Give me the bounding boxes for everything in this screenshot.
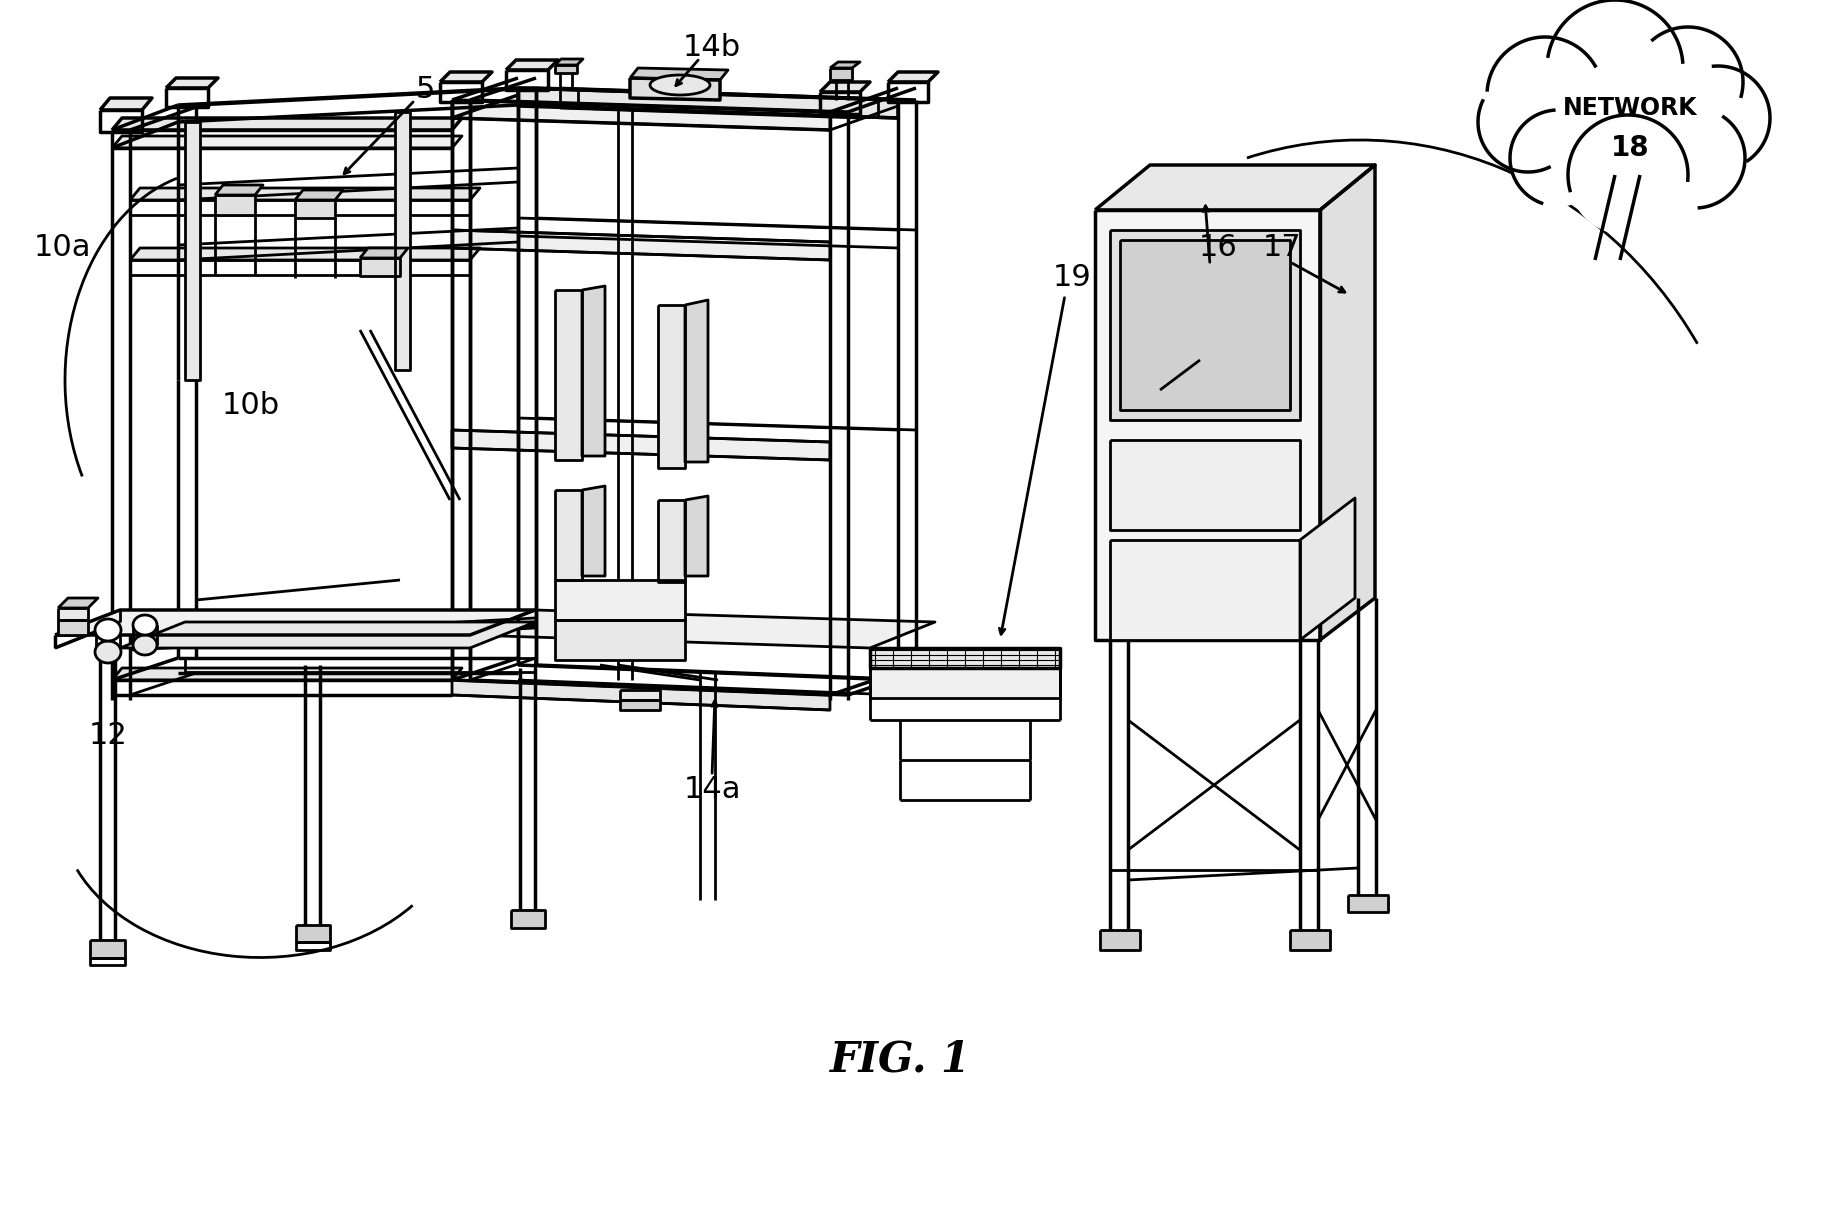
- Polygon shape: [453, 101, 831, 130]
- Polygon shape: [555, 490, 582, 580]
- Polygon shape: [621, 700, 659, 710]
- Polygon shape: [582, 286, 604, 457]
- Text: 16: 16: [1198, 234, 1238, 263]
- Polygon shape: [1110, 540, 1300, 639]
- Polygon shape: [58, 598, 99, 608]
- Text: 12: 12: [89, 721, 128, 750]
- Polygon shape: [394, 111, 411, 371]
- Circle shape: [1645, 108, 1746, 208]
- Circle shape: [1545, 35, 1715, 205]
- Polygon shape: [130, 248, 480, 260]
- Polygon shape: [630, 78, 719, 101]
- Polygon shape: [111, 136, 462, 148]
- Polygon shape: [296, 925, 331, 942]
- Ellipse shape: [95, 619, 121, 641]
- Polygon shape: [582, 486, 604, 576]
- Polygon shape: [555, 59, 582, 65]
- Circle shape: [1665, 67, 1769, 170]
- Polygon shape: [555, 289, 582, 460]
- Polygon shape: [685, 300, 708, 463]
- Polygon shape: [1119, 240, 1289, 411]
- Text: 10b: 10b: [223, 390, 279, 419]
- Polygon shape: [820, 82, 869, 92]
- Polygon shape: [121, 622, 535, 648]
- Polygon shape: [1320, 165, 1375, 639]
- Polygon shape: [58, 620, 88, 635]
- Polygon shape: [469, 610, 935, 648]
- Polygon shape: [296, 200, 334, 218]
- Text: 17: 17: [1262, 234, 1302, 263]
- Polygon shape: [887, 71, 939, 82]
- Polygon shape: [58, 608, 88, 620]
- Polygon shape: [1289, 930, 1329, 949]
- Polygon shape: [657, 305, 685, 467]
- Text: FIG. 1: FIG. 1: [829, 1039, 970, 1081]
- Circle shape: [1486, 38, 1603, 153]
- Polygon shape: [831, 68, 853, 80]
- Polygon shape: [360, 258, 400, 276]
- Circle shape: [1569, 115, 1687, 235]
- Circle shape: [1632, 27, 1744, 137]
- Polygon shape: [166, 78, 217, 88]
- Polygon shape: [519, 88, 898, 117]
- Text: 14b: 14b: [683, 34, 741, 63]
- Polygon shape: [440, 71, 491, 82]
- Polygon shape: [89, 940, 124, 958]
- Polygon shape: [685, 497, 708, 576]
- Ellipse shape: [95, 641, 121, 662]
- Ellipse shape: [133, 615, 157, 635]
- Polygon shape: [1099, 930, 1139, 949]
- Polygon shape: [657, 500, 685, 582]
- Polygon shape: [869, 648, 1061, 668]
- Polygon shape: [1300, 498, 1355, 639]
- Text: 10a: 10a: [33, 234, 91, 263]
- Ellipse shape: [650, 75, 710, 94]
- Polygon shape: [630, 68, 729, 80]
- Polygon shape: [184, 122, 201, 380]
- Polygon shape: [130, 188, 480, 200]
- Polygon shape: [100, 98, 152, 110]
- Polygon shape: [1110, 230, 1300, 420]
- Ellipse shape: [133, 635, 157, 655]
- Text: 5: 5: [415, 75, 435, 104]
- Polygon shape: [511, 909, 544, 928]
- Polygon shape: [831, 62, 860, 68]
- Polygon shape: [1096, 210, 1320, 639]
- Text: 14a: 14a: [683, 775, 741, 804]
- Polygon shape: [1096, 165, 1375, 210]
- Text: NETWORK: NETWORK: [1563, 96, 1698, 120]
- Polygon shape: [1348, 895, 1388, 912]
- Polygon shape: [111, 668, 462, 681]
- Polygon shape: [215, 185, 263, 195]
- Circle shape: [1547, 0, 1684, 136]
- Polygon shape: [296, 190, 343, 200]
- Text: 18: 18: [1611, 134, 1649, 162]
- Circle shape: [1477, 71, 1578, 172]
- Polygon shape: [555, 65, 577, 73]
- Polygon shape: [215, 195, 256, 216]
- Circle shape: [1510, 110, 1607, 206]
- Polygon shape: [453, 430, 831, 460]
- Polygon shape: [453, 681, 831, 710]
- Polygon shape: [360, 248, 407, 258]
- Polygon shape: [111, 117, 462, 130]
- Polygon shape: [555, 620, 685, 660]
- Polygon shape: [869, 668, 1061, 698]
- Polygon shape: [1110, 440, 1300, 530]
- Polygon shape: [555, 580, 685, 620]
- Polygon shape: [55, 610, 535, 635]
- Text: 19: 19: [1052, 264, 1092, 293]
- Polygon shape: [506, 61, 559, 70]
- Polygon shape: [453, 230, 831, 260]
